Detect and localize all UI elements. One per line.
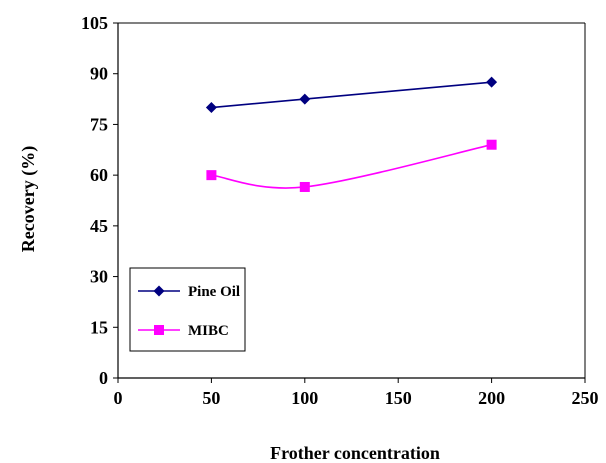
legend-item-pine-oil: Pine Oil: [138, 284, 240, 300]
y-axis-title: Recovery (%): [18, 146, 39, 252]
legend-label-mibc: MIBC: [188, 323, 229, 339]
y-tick-label: 75: [90, 114, 108, 134]
x-tick-label: 0: [114, 388, 123, 408]
series-line-mibc: [211, 143, 492, 189]
y-tick-label: 60: [90, 165, 108, 185]
y-tick-label: 90: [90, 64, 108, 84]
x-axis-title: Frother concentration: [270, 443, 440, 463]
axis-ticks: 0 50 100 150 200 250 0 15 30 45 60 75 90 105: [81, 13, 599, 408]
series-line-pine-oil: [211, 81, 492, 109]
x-tick-label: 50: [202, 388, 220, 408]
x-tick-label: 100: [291, 388, 318, 408]
x-tick-label: 250: [572, 388, 599, 408]
legend-marker-pine-oil: [153, 285, 165, 297]
data-point-pine-oil: [299, 93, 311, 105]
y-tick-label: 45: [90, 216, 108, 236]
y-tick-label: 105: [81, 13, 108, 33]
data-point-pine-oil: [486, 76, 498, 88]
legend-label-pine-oil: Pine Oil: [188, 284, 240, 300]
x-tick-label: 150: [385, 388, 412, 408]
series-layer: [205, 76, 498, 192]
legend: Pine Oil MIBC: [129, 267, 246, 352]
data-point-mibc: [486, 139, 497, 150]
legend-box: [129, 267, 246, 352]
x-tick-label: 200: [478, 388, 505, 408]
plot-frame: [117, 22, 586, 379]
y-tick-label: 15: [90, 317, 108, 337]
data-point-pine-oil: [205, 102, 217, 114]
y-tick-label: 30: [90, 267, 108, 287]
legend-item-mibc: MIBC: [138, 323, 229, 339]
legend-marker-mibc: [154, 325, 164, 335]
data-point-mibc: [206, 170, 217, 181]
data-point-mibc: [299, 181, 310, 192]
y-tick-label: 0: [99, 368, 108, 388]
